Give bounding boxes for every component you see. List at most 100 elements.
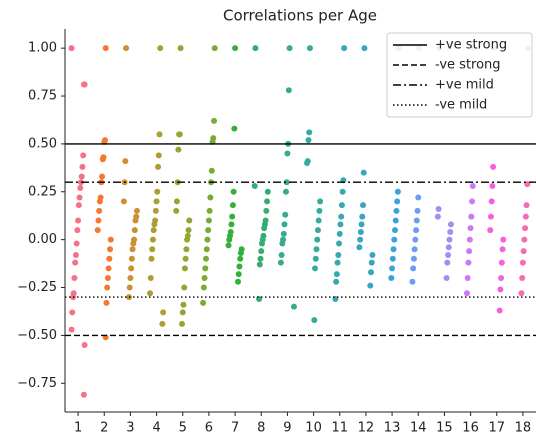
point [312, 265, 319, 272]
point [443, 274, 450, 281]
point [469, 198, 476, 205]
point [173, 198, 180, 205]
point [434, 213, 441, 220]
x-tick-label: 7 [231, 421, 239, 436]
point [394, 188, 401, 195]
point [68, 326, 75, 333]
point [160, 309, 167, 316]
point [306, 45, 313, 52]
x-tick-label: 12 [358, 421, 375, 436]
point [122, 158, 129, 165]
point [206, 207, 213, 214]
point [519, 259, 526, 266]
point [156, 131, 163, 138]
point [336, 240, 343, 247]
point [498, 259, 505, 266]
point [305, 137, 312, 144]
point [183, 246, 190, 253]
point [130, 240, 137, 247]
point [153, 198, 160, 205]
point [389, 255, 396, 262]
point [464, 274, 471, 281]
legend-label: -ve mild [435, 98, 487, 113]
point [466, 236, 473, 243]
point [205, 217, 212, 224]
point [356, 244, 363, 251]
point [128, 255, 135, 262]
y-tick-label: 0.25 [28, 184, 57, 199]
y-tick-label: 0.50 [28, 136, 57, 151]
x-tick-label: 4 [152, 421, 160, 436]
point [412, 236, 419, 243]
point [231, 125, 238, 132]
point [444, 259, 451, 266]
point [316, 207, 323, 214]
point [367, 282, 374, 289]
point [447, 221, 454, 228]
point [77, 179, 84, 186]
point [281, 221, 288, 228]
point [435, 206, 442, 213]
point [127, 274, 134, 281]
point [102, 45, 109, 52]
point [107, 236, 114, 243]
point [368, 259, 375, 266]
point [157, 45, 164, 52]
x-tick-label: 11 [331, 421, 348, 436]
point [497, 286, 504, 293]
legend-box [386, 32, 533, 118]
point [522, 213, 529, 220]
point [179, 320, 186, 327]
y-tick-label: 0.00 [28, 232, 57, 247]
point [107, 246, 114, 253]
point [104, 274, 111, 281]
point [126, 284, 133, 291]
point [522, 225, 529, 232]
point [285, 87, 292, 94]
y-tick-label: 1.00 [28, 41, 57, 56]
point [465, 259, 472, 266]
y-tick-label: −0.25 [17, 280, 57, 295]
point [232, 45, 239, 52]
point [95, 217, 102, 224]
point [75, 202, 82, 209]
point [185, 227, 192, 234]
point [410, 255, 417, 262]
point [205, 227, 212, 234]
point [263, 207, 270, 214]
point [264, 188, 271, 195]
point [520, 248, 527, 255]
x-tick-label: 1 [74, 421, 82, 436]
point [334, 259, 341, 266]
point [466, 248, 473, 255]
point [181, 284, 188, 291]
x-tick-label: 15 [436, 421, 453, 436]
point [200, 284, 207, 291]
point [487, 213, 494, 220]
point [390, 246, 397, 253]
x-tick-label: 9 [283, 421, 291, 436]
point [149, 236, 156, 243]
point [99, 173, 106, 180]
point [282, 188, 289, 195]
point [176, 131, 183, 138]
point [173, 207, 180, 214]
point [151, 221, 158, 228]
point [184, 236, 191, 243]
point [490, 163, 497, 170]
point [68, 45, 75, 52]
point [179, 309, 186, 316]
point [258, 240, 265, 247]
point [180, 301, 187, 308]
point [120, 198, 127, 205]
point [128, 265, 135, 272]
point [123, 45, 130, 52]
point [410, 265, 417, 272]
point [80, 81, 87, 88]
x-tick-label: 18 [515, 421, 532, 436]
point [211, 45, 218, 52]
point [338, 202, 345, 209]
point [159, 320, 166, 327]
point [99, 156, 106, 163]
point [394, 198, 401, 205]
